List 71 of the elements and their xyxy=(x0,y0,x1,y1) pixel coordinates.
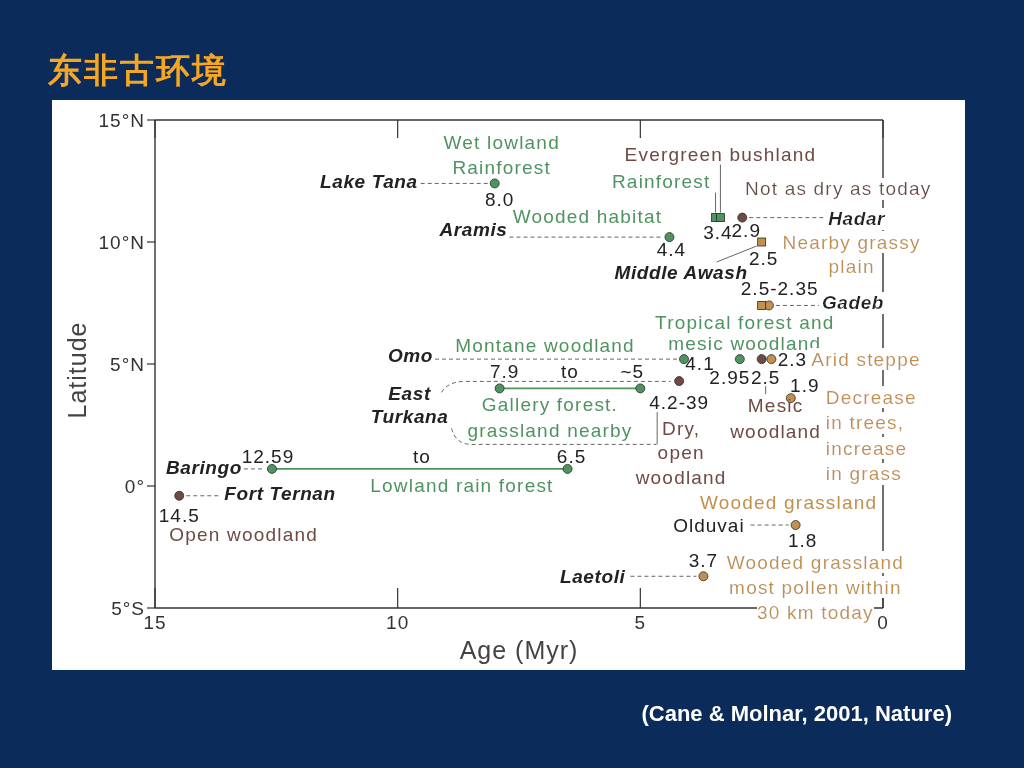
y-tick-label: 5°N xyxy=(110,353,145,375)
point xyxy=(674,376,685,386)
point xyxy=(494,383,505,394)
point xyxy=(734,354,745,365)
annotation: Fort Ternan xyxy=(224,483,336,505)
annotation: 14.5 xyxy=(158,505,200,527)
annotation: Mesic woodland xyxy=(729,394,822,442)
text: (Cane & Molnar, 2001, Nature) xyxy=(641,701,952,727)
point xyxy=(766,354,777,365)
annotation: Baringo xyxy=(165,456,242,478)
annotation: 7.9 xyxy=(489,361,520,383)
point xyxy=(716,213,725,222)
annotation: Laetoli xyxy=(559,565,626,587)
annotation: Olduvai xyxy=(673,514,745,536)
annotation: East Turkana xyxy=(370,383,449,428)
y-tick-label: 5°S xyxy=(111,597,145,619)
annotation: Omo xyxy=(387,344,434,366)
annotation: Gadeb xyxy=(821,292,885,314)
annotation: Wooded grassland xyxy=(699,491,878,513)
annotation: Lake Tana xyxy=(320,171,418,193)
annotation: 2.5 xyxy=(748,247,779,269)
annotation: 12.59 xyxy=(241,445,295,467)
point xyxy=(757,237,767,247)
annotation: Nearby grassy plain xyxy=(782,231,921,277)
annotation: 2.9 xyxy=(731,220,761,242)
annotation: 2.5 xyxy=(750,366,781,388)
point xyxy=(267,464,277,474)
annotation: Wet lowland Rainforest xyxy=(443,132,560,179)
annotation: 1.9 xyxy=(790,374,820,396)
annotation: Evergreen bushland xyxy=(624,144,817,166)
x-tick-label: 10 xyxy=(386,612,410,633)
x-tick-label: 5 xyxy=(634,612,647,633)
point xyxy=(664,232,675,243)
chart-title: 东非古环境 xyxy=(48,50,228,91)
x-tick-label: 0 xyxy=(877,612,889,633)
y-tick-label: 10°N xyxy=(98,231,145,253)
annotation: Gallery forest. grassland nearby xyxy=(467,394,633,442)
annotation: Lowland rain forest xyxy=(370,474,554,496)
annotation: to xyxy=(413,445,431,467)
point xyxy=(489,178,500,189)
annotation: Open woodland xyxy=(169,524,318,546)
annotation: 4.4 xyxy=(656,238,687,260)
point xyxy=(698,571,709,582)
annotation: 4.2-39 xyxy=(649,391,710,413)
annotation: Hadar xyxy=(828,208,887,230)
annotation: Decrease in trees, increase in grass xyxy=(825,386,917,485)
annotation: 3.4 xyxy=(703,222,733,244)
annotation: Aramis xyxy=(438,218,508,240)
y-tick-label: 15°N xyxy=(98,109,145,131)
point xyxy=(790,520,801,530)
y-axis-title: Latitude xyxy=(63,321,91,419)
annotation: Rainforest xyxy=(611,171,711,193)
x-tick-label: 15 xyxy=(143,612,167,633)
point xyxy=(635,383,646,394)
annotation: Wooded habitat xyxy=(512,205,663,227)
annotation: Not as dry as today xyxy=(745,178,932,200)
point xyxy=(174,490,185,501)
point xyxy=(757,301,767,310)
point xyxy=(737,212,748,223)
x-axis-title: Age (Myr) xyxy=(459,636,579,664)
annotation: to xyxy=(561,361,579,383)
y-tick-label: 0° xyxy=(124,475,145,497)
point xyxy=(562,464,573,474)
annotation: Dry, open woodland xyxy=(634,417,727,488)
annotation: 1.8 xyxy=(787,529,818,551)
annotation: 6.5 xyxy=(556,445,587,467)
annotation: 3.7 xyxy=(688,549,719,571)
annotation: 8.0 xyxy=(485,189,515,211)
annotation: ~5 xyxy=(620,361,645,383)
annotation: Montane woodland xyxy=(455,334,635,356)
point xyxy=(756,354,767,365)
